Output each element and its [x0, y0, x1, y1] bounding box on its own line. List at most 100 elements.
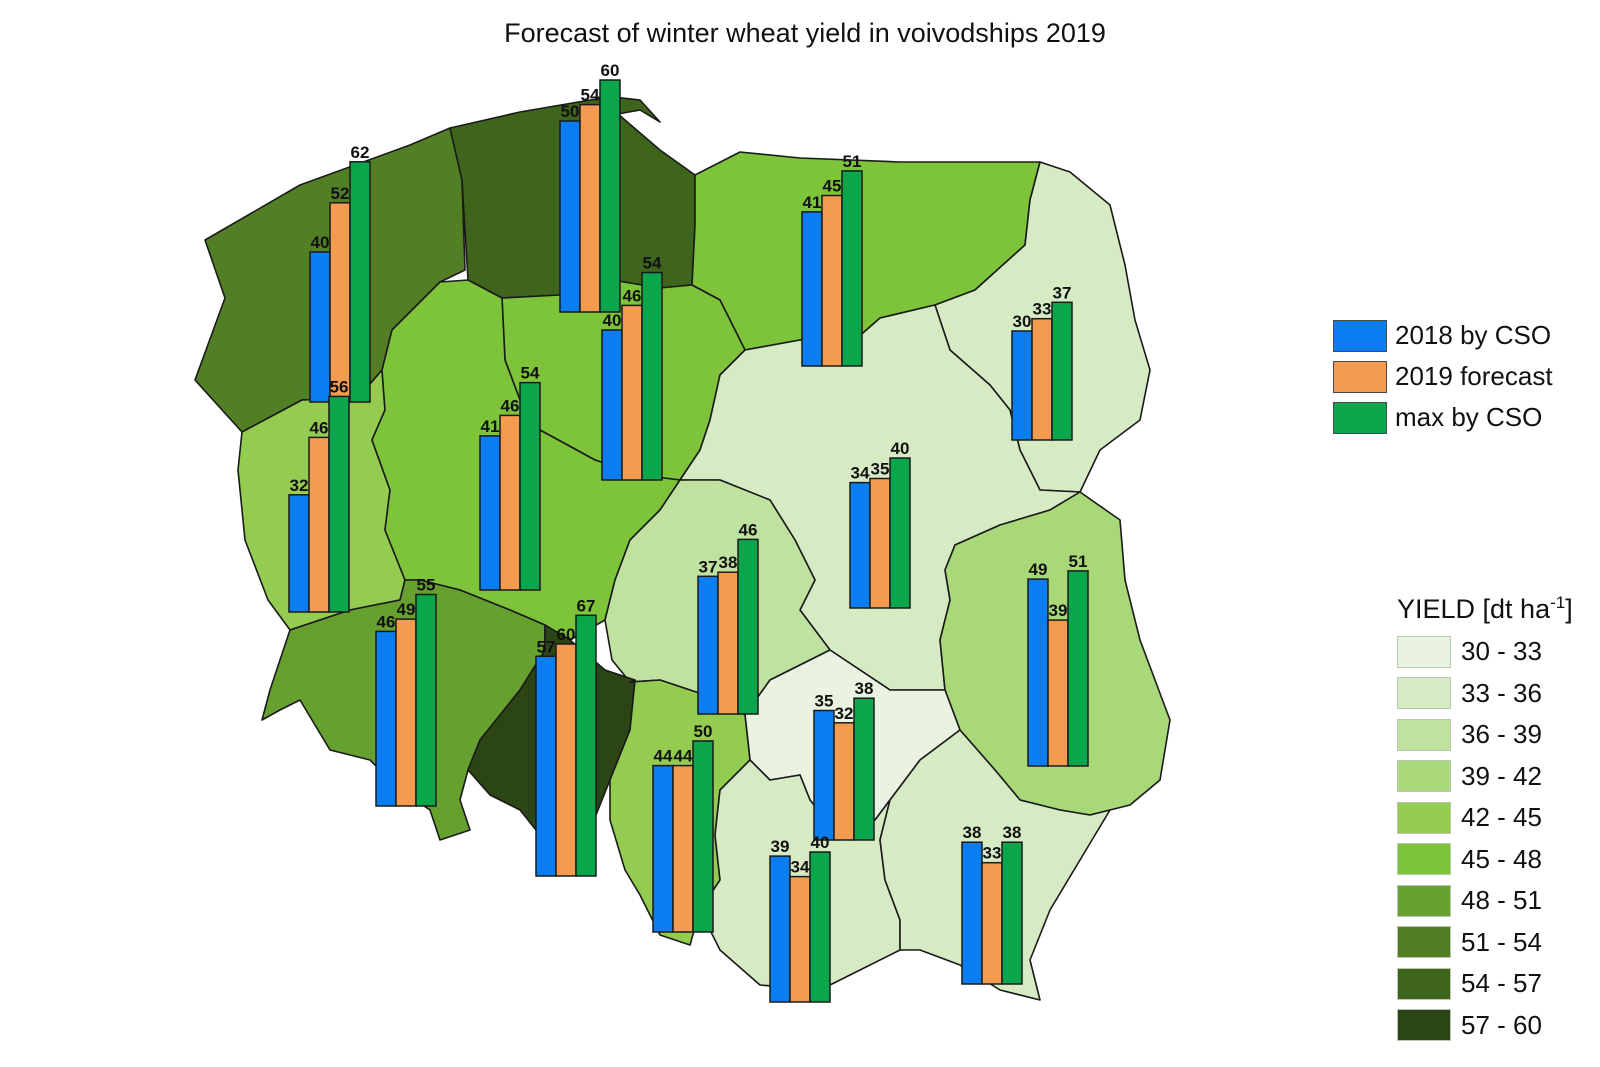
bar-swietokrzyskie-forecast	[833, 722, 855, 841]
legend-label-2019-forecast: 2019 forecast	[1395, 361, 1553, 391]
bar-lubelskie-2018	[1027, 578, 1049, 767]
bar-pomorskie-2018	[559, 120, 581, 313]
yield-class-swatch	[1397, 760, 1451, 793]
yield-class-label: 42 - 45	[1461, 802, 1542, 833]
bar-label-wielkopolskie-2018: 41	[481, 417, 500, 436]
bar-label-podlaskie-max: 37	[1053, 283, 1072, 302]
bar-malopolskie-max	[809, 851, 831, 1003]
bar-slaskie-2018	[652, 764, 674, 933]
bar-pomorskie-forecast	[579, 103, 601, 313]
bar-label-pomorskie-forecast: 54	[581, 86, 600, 105]
bar-podkarpackie-max	[1001, 841, 1023, 985]
bar-label-malopolskie-max: 40	[811, 833, 830, 852]
bar-charts: 4052625054604145513033374046543246564146…	[288, 61, 1089, 1003]
bar-warminsko-mazurskie-forecast	[821, 194, 843, 367]
yield-class-swatch	[1397, 718, 1451, 751]
bar-label-dolnoslaskie-max: 55	[417, 576, 436, 595]
bar-slaskie-max	[692, 740, 714, 933]
bar-podkarpackie-2018	[961, 841, 983, 985]
bar-label-lodzkie-max: 46	[739, 520, 758, 539]
yield-legend: YIELD [dt ha-1] 30 - 33 33 - 36 36 - 39 39 …	[1397, 593, 1573, 1046]
series-legend: 2018 by CSO 2019 forecast max by CSO	[1333, 315, 1553, 438]
bar-podlaskie-2018	[1011, 330, 1033, 441]
bar-label-opolskie-max: 67	[577, 596, 596, 615]
bar-label-dolnoslaskie-2018: 46	[377, 612, 396, 631]
map-title: Forecast of winter wheat yield in voivod…	[504, 18, 1106, 48]
bar-zachodniopomorskie-max	[349, 161, 371, 403]
bar-group-lubelskie: 49 39 51	[1027, 552, 1089, 767]
bar-label-swietokrzyskie-2018: 35	[815, 692, 834, 711]
yield-class-label: 45 - 48	[1461, 843, 1542, 874]
bar-wielkopolskie-max	[519, 381, 541, 591]
bar-label-opolskie-2018: 57	[537, 637, 556, 656]
yield-class-item: 54 - 57	[1397, 963, 1573, 1005]
bar-label-opolskie-forecast: 60	[557, 625, 576, 644]
bar-podkarpackie-forecast	[981, 861, 1003, 985]
bar-label-lodzkie-forecast: 38	[719, 553, 738, 572]
bar-opolskie-forecast	[555, 643, 577, 877]
yield-class-item: 33 - 36	[1397, 673, 1573, 715]
yield-legend-title: YIELD [dt ha-1]	[1397, 593, 1573, 624]
bar-label-warminsko-mazurskie-max: 51	[843, 152, 862, 171]
bar-zachodniopomorskie-2018	[309, 251, 331, 403]
yield-class-swatch	[1397, 926, 1451, 959]
bar-dolnoslaskie-2018	[375, 630, 397, 807]
bar-label-dolnoslaskie-forecast: 49	[397, 600, 416, 619]
yield-class-swatch	[1397, 1009, 1451, 1042]
bar-warminsko-mazurskie-max	[841, 170, 863, 367]
bar-lodzkie-2018	[697, 575, 719, 715]
legend-label-max: max by CSO	[1395, 402, 1543, 432]
bar-label-podkarpackie-2018: 38	[963, 823, 982, 842]
bar-mazowieckie-max	[889, 457, 911, 609]
bar-label-lubuskie-2018: 32	[290, 476, 309, 495]
bar-slaskie-forecast	[672, 764, 694, 933]
yield-class-item: 39 - 42	[1397, 756, 1573, 798]
yield-class-item: 51 - 54	[1397, 922, 1573, 964]
bar-label-lubuskie-forecast: 46	[310, 418, 329, 437]
bar-kujawsko-pomorskie-forecast	[621, 304, 643, 481]
bar-kujawsko-pomorskie-2018	[601, 329, 623, 481]
yield-class-item: 30 - 33	[1397, 631, 1573, 673]
bar-label-swietokrzyskie-max: 38	[855, 679, 874, 698]
bar-lodzkie-forecast	[717, 571, 739, 715]
bar-opolskie-max	[575, 614, 597, 877]
yield-class-label: 51 - 54	[1461, 926, 1542, 957]
bar-zachodniopomorskie-forecast	[329, 202, 351, 403]
bar-label-podkarpackie-max: 38	[1003, 823, 1022, 842]
bar-podlaskie-forecast	[1031, 317, 1053, 441]
yield-class-swatch	[1397, 635, 1451, 668]
yield-class-label: 54 - 57	[1461, 968, 1542, 999]
bar-label-swietokrzyskie-forecast: 32	[835, 704, 854, 723]
bar-malopolskie-forecast	[789, 875, 811, 1003]
legend-label-2018: 2018 by CSO	[1395, 320, 1552, 350]
bar-group-lubuskie: 32 46 56	[288, 377, 350, 613]
legend-item-max: max by CSO	[1333, 397, 1553, 438]
bar-label-malopolskie-2018: 39	[771, 837, 790, 856]
bar-label-kujawsko-pomorskie-forecast: 46	[623, 286, 642, 305]
bar-podlaskie-max	[1051, 301, 1073, 441]
bar-label-pomorskie-max: 60	[601, 61, 620, 80]
bar-label-mazowieckie-max: 40	[891, 439, 910, 458]
bar-label-wielkopolskie-forecast: 46	[501, 396, 520, 415]
bar-label-lubelskie-max: 51	[1069, 552, 1088, 571]
bar-warminsko-mazurskie-2018	[801, 211, 823, 367]
yield-class-label: 48 - 51	[1461, 885, 1542, 916]
bar-swietokrzyskie-2018	[813, 709, 835, 841]
bar-lubuskie-forecast	[308, 436, 330, 613]
bar-label-podlaskie-2018: 30	[1013, 312, 1032, 331]
bar-label-podlaskie-forecast: 33	[1033, 300, 1052, 319]
bar-label-slaskie-2018: 44	[654, 747, 673, 766]
bar-label-zachodniopomorskie-2018: 40	[311, 233, 330, 252]
bar-mazowieckie-2018	[849, 481, 871, 609]
